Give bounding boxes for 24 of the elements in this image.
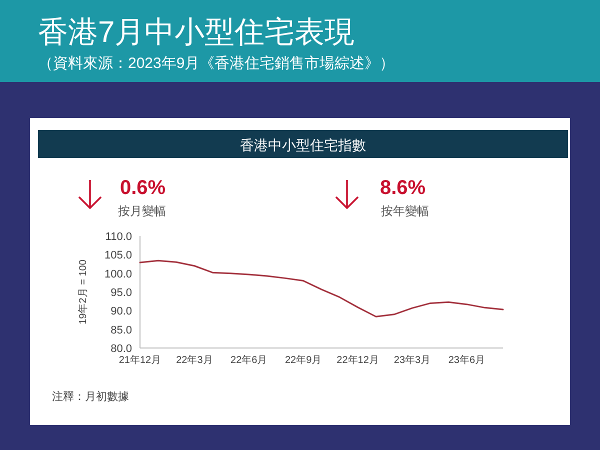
x-tick-label: 22年12月 xyxy=(336,354,379,366)
x-tick-label: 22年6月 xyxy=(230,354,268,366)
text: 8.6% xyxy=(380,177,426,199)
y-tick-label: 110.0 xyxy=(105,231,132,243)
text: 注釋：月初數據 xyxy=(52,390,129,403)
x-tick-label: 21年12月 xyxy=(118,354,162,366)
y-axis-title: 19年2月 = 100 xyxy=(77,259,89,324)
text: 0.6% xyxy=(120,177,166,199)
text: 香港中小型住宅指數 xyxy=(240,137,366,153)
line-series xyxy=(139,260,504,318)
x-tick-label: 22年3月 xyxy=(176,354,213,366)
chart-subtitle: （資料來源：2023年9月《香港住宅銷售市場綜述》） xyxy=(38,55,395,72)
x-tick-label: 23年6月 xyxy=(448,354,486,366)
y-tick-label: 85.0 xyxy=(110,324,132,336)
text: 按年變幅 xyxy=(381,204,429,218)
y-tick-label: 100.0 xyxy=(104,268,132,280)
y-tick-label: 95.0 xyxy=(110,287,132,299)
y-tick-label: 105.0 xyxy=(104,250,132,262)
x-tick-label: 22年9月 xyxy=(285,354,322,366)
y-tick-label: 90.0 xyxy=(110,306,132,318)
chart-title: 香港7月中小型住宅表現 xyxy=(38,16,355,49)
x-tick-label: 23年3月 xyxy=(394,354,431,366)
text: 按月變幅 xyxy=(118,204,166,218)
y-tick-label: 80.0 xyxy=(110,343,132,355)
